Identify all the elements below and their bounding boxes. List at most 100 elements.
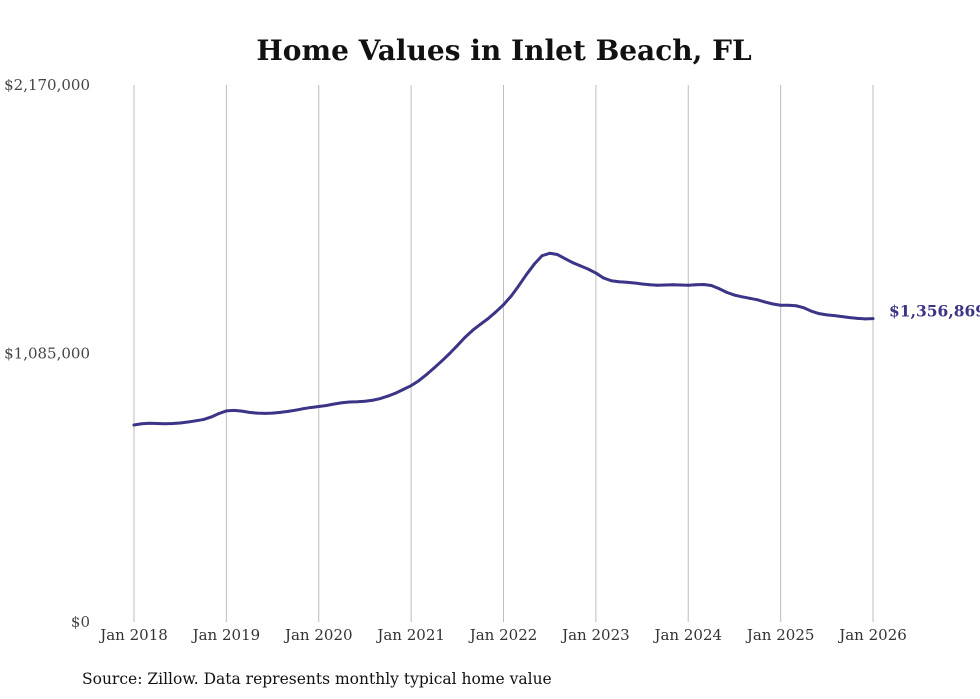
data-point-75	[709, 284, 713, 287]
data-point-70	[671, 283, 675, 287]
data-point-51	[525, 272, 528, 276]
source-note: Source: Zillow. Data represents monthly …	[82, 670, 552, 688]
data-point-20	[286, 410, 290, 413]
data-point-91	[833, 314, 836, 318]
x-tick-label: Jan 2025	[745, 626, 815, 644]
data-point-8	[194, 419, 198, 423]
data-point-88	[809, 309, 813, 313]
data-point-54	[548, 251, 552, 255]
x-tick-label: Jan 2020	[283, 626, 353, 644]
data-point-74	[702, 283, 706, 286]
data-point-76	[717, 287, 721, 291]
x-tick-label: Jan 2024	[652, 626, 722, 644]
data-point-47	[494, 310, 498, 314]
data-points	[132, 251, 875, 427]
data-point-71	[679, 283, 682, 287]
data-point-18	[271, 411, 274, 415]
data-point-45	[479, 322, 482, 326]
y-tick-label: $0	[71, 613, 90, 631]
data-point-38	[425, 373, 428, 376]
x-tick-label: Jan 2022	[468, 626, 538, 644]
data-point-39	[432, 366, 436, 370]
data-point-78	[733, 293, 736, 297]
data-point-85	[786, 303, 790, 307]
data-point-55	[555, 253, 559, 256]
data-point-13	[232, 409, 236, 412]
data-point-86	[794, 304, 798, 308]
x-tick-label: Jan 2023	[560, 626, 630, 644]
data-point-69	[663, 283, 667, 287]
data-point-11	[217, 412, 221, 416]
data-point-89	[817, 312, 821, 316]
data-point-81	[756, 298, 759, 302]
data-point-17	[263, 411, 267, 415]
data-point-15	[248, 411, 251, 414]
data-point-14	[240, 409, 244, 413]
data-point-36	[409, 384, 413, 388]
data-point-65	[633, 281, 636, 285]
data-point-83	[771, 302, 775, 306]
data-point-1	[140, 422, 144, 426]
data-point-5	[171, 422, 174, 425]
x-tick-label: Jan 2019	[191, 626, 261, 644]
data-point-92	[840, 315, 844, 319]
data-point-28	[348, 400, 351, 404]
x-tick-label: Jan 2026	[837, 626, 907, 644]
end-value-label: $1,356,869	[889, 302, 980, 321]
data-point-29	[355, 400, 359, 404]
data-point-60	[594, 271, 598, 275]
data-point-90	[825, 313, 829, 317]
data-point-46	[486, 317, 490, 321]
data-point-61	[602, 276, 605, 280]
data-point-24	[317, 405, 321, 408]
data-point-68	[656, 283, 659, 287]
data-point-95	[863, 317, 867, 321]
data-point-67	[648, 283, 652, 287]
x-tick-label: Jan 2018	[98, 626, 168, 644]
data-point-26	[332, 402, 336, 406]
data-point-6	[178, 421, 182, 425]
data-point-94	[856, 316, 859, 320]
data-point-41	[448, 352, 452, 355]
data-point-10	[209, 415, 213, 419]
data-point-0	[132, 423, 136, 427]
data-point-56	[563, 257, 567, 261]
data-point-43	[463, 336, 467, 339]
data-point-4	[163, 422, 167, 426]
data-point-31	[371, 398, 374, 402]
data-point-22	[301, 407, 305, 411]
data-point-63	[617, 280, 621, 284]
data-point-2	[148, 421, 151, 425]
data-point-37	[417, 379, 421, 383]
data-point-87	[802, 306, 806, 310]
data-point-16	[255, 411, 259, 415]
data-point-19	[278, 411, 282, 414]
data-point-7	[186, 420, 190, 424]
data-point-48	[502, 303, 505, 307]
y-tick-label: $1,085,000	[4, 345, 90, 363]
data-point-30	[363, 399, 367, 403]
data-point-49	[509, 294, 513, 298]
data-point-3	[155, 422, 159, 425]
data-point-53	[540, 254, 544, 258]
x-axis: Jan 2018 Jan 2019 Jan 2020 Jan 2021 Jan 2022…	[98, 626, 907, 644]
data-point-34	[394, 391, 398, 395]
grid-layer	[133, 85, 874, 622]
data-point-73	[694, 283, 698, 287]
data-point-80	[748, 296, 752, 300]
y-axis: $0 $1,085,000 $2,170,000	[4, 76, 90, 631]
data-point-79	[740, 295, 744, 299]
data-point-35	[402, 387, 405, 391]
chart-title: Home Values in Inlet Beach, FL	[256, 34, 752, 67]
data-point-42	[455, 344, 459, 347]
data-point-64	[625, 280, 629, 284]
data-point-25	[325, 404, 328, 407]
data-point-9	[201, 418, 205, 421]
data-point-57	[571, 261, 575, 265]
data-point-32	[378, 397, 382, 400]
y-tick-label: $2,170,000	[4, 76, 90, 94]
data-point-33	[386, 394, 390, 398]
data-point-66	[640, 282, 644, 286]
data-point-93	[848, 316, 852, 320]
